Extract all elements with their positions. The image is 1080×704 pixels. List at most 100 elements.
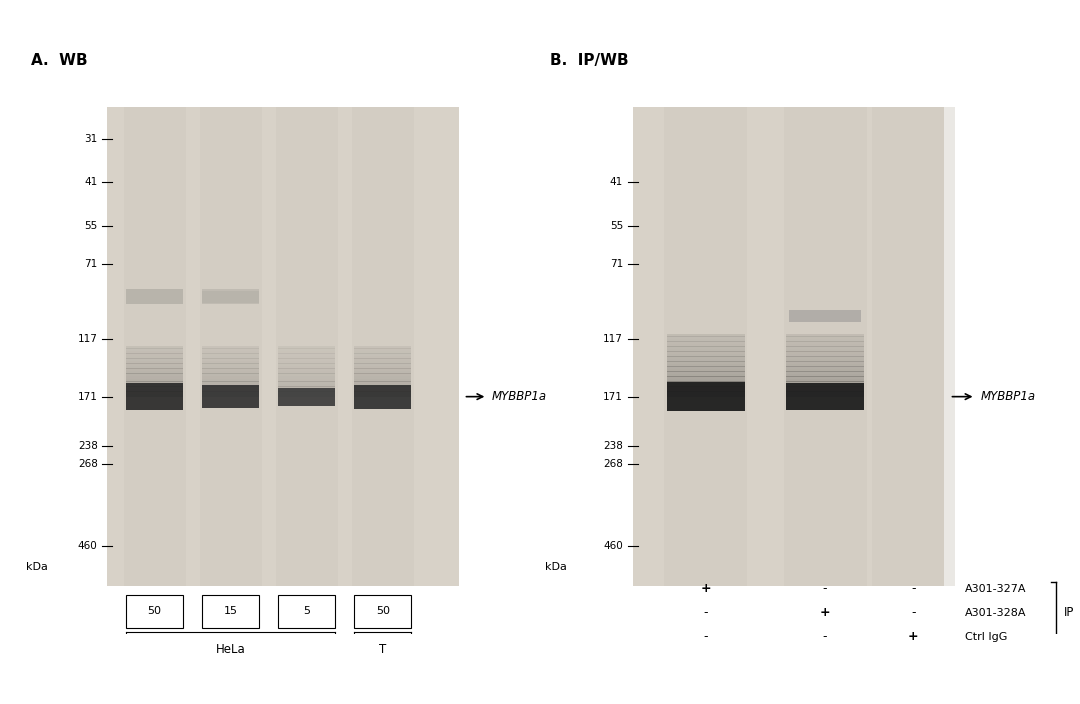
Bar (279, 389, 335, 391)
Bar (786, 361, 864, 364)
Bar (279, 356, 335, 359)
Bar (202, 379, 259, 382)
Bar (667, 364, 745, 367)
Bar (667, 371, 745, 375)
Text: +: + (820, 606, 831, 619)
Bar (667, 391, 745, 394)
Bar (126, 358, 184, 361)
Bar (279, 368, 335, 372)
Bar (202, 356, 259, 359)
Bar (126, 371, 184, 374)
Text: +: + (701, 582, 712, 595)
Bar (786, 369, 864, 372)
Bar (279, 346, 335, 348)
Bar (126, 391, 184, 394)
Text: 171: 171 (78, 391, 97, 402)
Bar (354, 356, 411, 359)
Text: 55: 55 (610, 221, 623, 231)
Bar (354, 361, 411, 364)
Bar (786, 346, 864, 349)
Bar (354, 381, 411, 384)
Bar (354, 348, 411, 351)
Text: Ctrl IgG: Ctrl IgG (966, 631, 1008, 641)
Bar (786, 364, 864, 367)
Bar (202, 346, 259, 348)
Text: 50: 50 (148, 606, 162, 616)
Bar (126, 289, 184, 303)
Bar (354, 371, 411, 374)
Bar (126, 376, 184, 379)
Bar (202, 381, 259, 384)
Bar (354, 363, 411, 366)
Bar (872, 107, 955, 586)
Bar (279, 376, 335, 379)
Text: kDa: kDa (545, 562, 567, 572)
Bar (279, 358, 335, 361)
Text: -: - (912, 582, 916, 595)
Bar (200, 107, 261, 586)
Bar (126, 379, 184, 382)
Bar (279, 391, 335, 394)
Bar (275, 107, 338, 586)
Bar (202, 366, 259, 369)
Text: -: - (704, 606, 708, 619)
Bar (786, 384, 864, 386)
Text: 31: 31 (84, 134, 97, 144)
Bar (202, 376, 259, 379)
Bar (279, 348, 335, 351)
Text: 41: 41 (610, 177, 623, 187)
Bar (279, 374, 335, 377)
Bar (667, 374, 745, 377)
Bar (667, 334, 745, 337)
Bar (786, 386, 864, 389)
Bar (667, 376, 745, 379)
Bar (279, 366, 335, 369)
Bar (202, 353, 259, 356)
Bar (354, 366, 411, 369)
Bar (126, 346, 184, 348)
Bar (126, 363, 184, 366)
Bar (202, 374, 259, 377)
Text: IP: IP (1064, 606, 1074, 619)
Text: kDa: kDa (26, 562, 49, 572)
Text: 15: 15 (224, 606, 238, 616)
Bar (667, 379, 745, 382)
Text: 238: 238 (78, 441, 97, 451)
Bar (667, 366, 745, 369)
Text: 55: 55 (84, 221, 97, 231)
Bar (202, 348, 259, 351)
Bar (126, 381, 184, 384)
Bar (633, 107, 944, 586)
Bar (124, 107, 186, 586)
Text: A301-327A: A301-327A (966, 584, 1027, 593)
Bar (202, 368, 259, 372)
Text: 5: 5 (303, 606, 310, 616)
Bar (202, 384, 259, 386)
Bar (786, 359, 864, 362)
Bar (354, 368, 411, 372)
Bar (667, 382, 745, 411)
Bar (786, 394, 864, 396)
Bar (126, 389, 184, 391)
Text: B.  IP/WB: B. IP/WB (551, 54, 629, 68)
Bar (352, 107, 414, 586)
Bar (786, 371, 864, 375)
Bar (126, 353, 184, 356)
Bar (786, 374, 864, 377)
Bar (788, 310, 862, 322)
Bar (786, 366, 864, 369)
Bar (354, 351, 411, 354)
Bar (786, 348, 864, 352)
Bar (667, 384, 745, 386)
Bar (202, 289, 259, 303)
Bar (279, 379, 335, 382)
Bar (354, 353, 411, 356)
Bar (667, 356, 745, 359)
Bar (667, 386, 745, 389)
Bar (279, 384, 335, 386)
Bar (126, 356, 184, 359)
Text: -: - (823, 630, 827, 643)
Bar (202, 363, 259, 366)
Bar (786, 379, 864, 382)
Bar (354, 389, 411, 391)
